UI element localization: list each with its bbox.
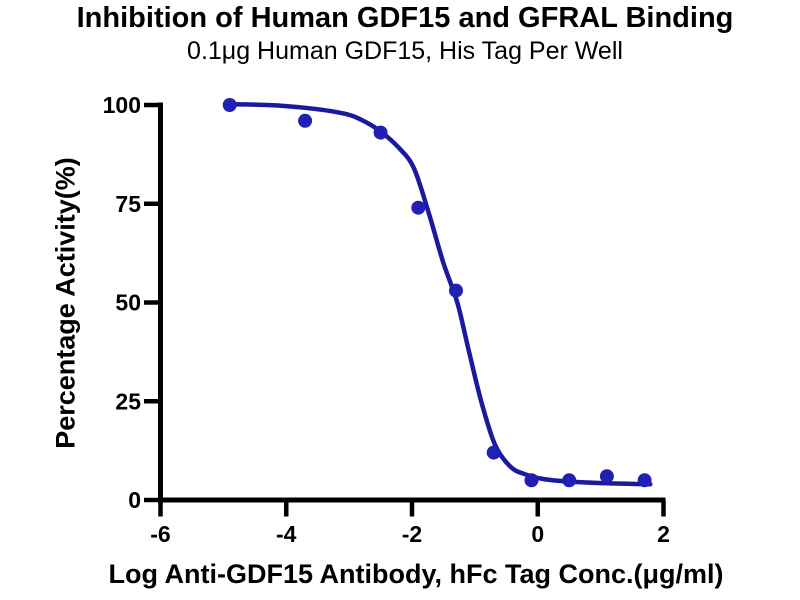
x-tick-label: -2: [402, 521, 422, 547]
data-point: [486, 445, 501, 460]
y-axis-label: Percentage Activity(%): [50, 157, 81, 449]
data-point: [373, 125, 388, 140]
x-tick-label: -6: [150, 521, 170, 547]
data-point: [411, 200, 426, 215]
data-point: [637, 473, 652, 488]
y-tick-label: 0: [128, 487, 141, 513]
data-point: [599, 469, 614, 484]
x-tick-label: 2: [657, 521, 670, 547]
data-point: [449, 283, 463, 298]
data-point: [222, 98, 237, 112]
x-axis-label: Log Anti-GDF15 Antibody, hFc Tag Conc.(μ…: [108, 559, 724, 589]
fit-curve: [225, 101, 653, 487]
y-tick-label: 100: [103, 92, 141, 118]
y-tick-label: 25: [115, 388, 141, 414]
x-tick-label: -4: [276, 521, 297, 547]
chart-title: Inhibition of Human GDF15 and GFRAL Bind…: [76, 2, 734, 34]
data-point: [298, 113, 313, 128]
data-point: [562, 473, 577, 488]
chart-subtitle: 0.1μg Human GDF15, His Tag Per Well: [187, 37, 623, 65]
data-point: [524, 473, 539, 488]
y-tick-label: 50: [115, 290, 141, 316]
x-tick-label: 0: [531, 521, 544, 547]
y-tick-label: 75: [115, 191, 141, 217]
